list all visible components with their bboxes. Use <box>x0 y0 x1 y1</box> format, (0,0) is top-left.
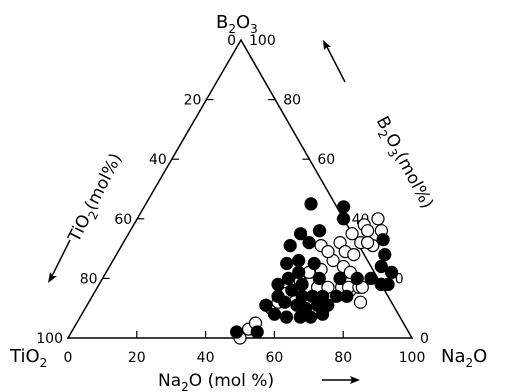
tick-label-na2o: 20 <box>128 350 146 366</box>
filled-circle-point <box>259 298 273 312</box>
filled-circle-point <box>304 197 318 211</box>
filled-circle-point <box>316 307 330 321</box>
axis-arrow-na2o <box>322 376 360 384</box>
filled-circle-point <box>376 233 390 247</box>
axis-title-na2o: Na2O (mol %) <box>158 371 274 392</box>
tick-label-na2o: 80 <box>334 350 352 366</box>
filled-circle-point <box>294 227 308 241</box>
filled-circle-point <box>250 325 264 339</box>
filled-circle-point <box>279 310 294 324</box>
tick-label-na2o: 60 <box>265 350 283 366</box>
filled-circle-point <box>283 239 297 253</box>
filled-circle-point <box>350 271 364 285</box>
tick-label-b2o3: 60 <box>317 152 335 168</box>
filled-circle-point <box>385 265 399 279</box>
open-circle-point <box>361 224 375 238</box>
filled-circle-point <box>267 307 282 321</box>
tick-label-tio2: 40 <box>149 152 167 168</box>
filled-circle-point <box>312 224 327 238</box>
tick-label-tio2: 100 <box>36 331 63 347</box>
filled-circle-point <box>302 236 316 250</box>
vertex-label-na2o: Na2O <box>441 346 487 370</box>
tick-label-na2o: 100 <box>399 350 426 366</box>
filled-circle-point <box>271 277 285 291</box>
filled-circle-point <box>312 271 326 285</box>
filled-circle-point <box>337 212 351 226</box>
tick-label-tio2: 0 <box>227 33 236 49</box>
open-circle-point <box>321 245 335 259</box>
tick-label-b2o3: 100 <box>249 33 276 49</box>
filled-circle-point <box>374 259 388 274</box>
filled-circle-point <box>374 277 388 291</box>
open-circle-point <box>353 295 368 309</box>
filled-circle-point <box>281 271 295 285</box>
filled-circle-point <box>292 253 306 268</box>
filled-circle-point <box>337 200 351 214</box>
axis-title-tio2: TiO2(mol%) <box>64 150 129 248</box>
tick-label-na2o: 0 <box>64 350 73 366</box>
filled-circle-point <box>278 295 292 309</box>
filled-circle-point <box>333 271 347 285</box>
tick-label-b2o3: 0 <box>420 331 429 347</box>
axis-ticks: 020406080100020406080100020406080100 <box>36 33 429 366</box>
axis-arrow-tio2 <box>48 239 71 283</box>
open-circle-point <box>347 248 361 262</box>
tick-label-tio2: 60 <box>114 212 132 228</box>
tick-label-na2o: 40 <box>197 350 215 366</box>
open-circle-point <box>345 227 359 241</box>
filled-circle-point <box>280 256 294 271</box>
tick-label-tio2: 20 <box>184 93 202 109</box>
filled-circle-point <box>378 248 392 262</box>
filled-circle-point <box>364 271 378 285</box>
vertex-label-b2o3: B2O3 <box>216 12 258 36</box>
filled-circle-point <box>340 289 354 303</box>
open-circle-point <box>361 236 375 250</box>
data-points <box>230 197 399 345</box>
axis-title-b2o3: B2O3(mol%) <box>369 113 437 213</box>
axis-arrow-b2o3 <box>323 40 346 83</box>
filled-circle-point <box>285 283 299 297</box>
vertex-label-tio2: TiO2 <box>9 346 47 370</box>
open-circle-point <box>371 212 385 226</box>
filled-circle-point <box>304 310 318 324</box>
tick-label-tio2: 80 <box>80 271 98 287</box>
filled-circle-point <box>307 256 321 271</box>
tick-label-b2o3: 80 <box>283 93 301 109</box>
filled-circle-point <box>230 325 244 339</box>
